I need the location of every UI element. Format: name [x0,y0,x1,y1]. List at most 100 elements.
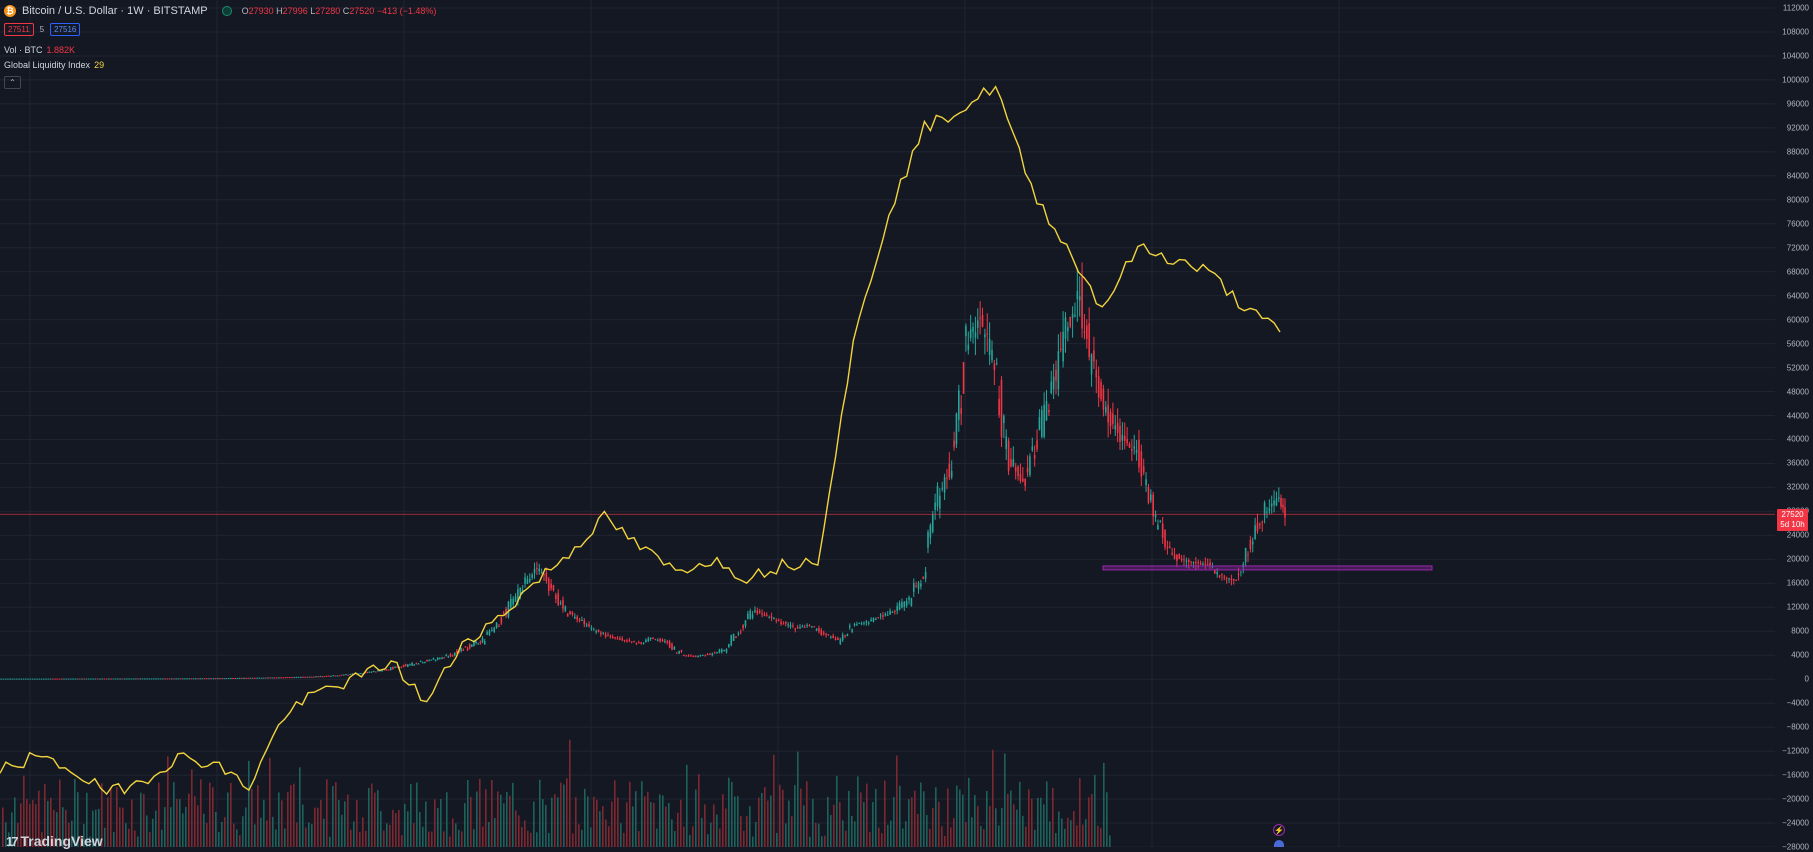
volume-bar [980,826,982,847]
candle-body [1256,523,1259,532]
volume-bar [1097,825,1099,847]
lightning-icon[interactable]: ⚡ [1273,824,1285,836]
market-status-icon[interactable] [221,6,232,16]
candle-body [179,678,182,680]
volume-bar [656,828,658,847]
volume-bar [713,804,715,847]
price-axis-tick-label: 76000 [1786,219,1809,229]
volume-bar [410,784,412,847]
candle-body [1010,459,1012,467]
candle-body [419,661,422,663]
volume-bar [299,767,301,847]
event-flag-icon[interactable] [1274,840,1284,847]
candle-body [619,638,621,640]
volume-bar [236,829,238,847]
candle-body [1052,376,1055,390]
volume-bar [611,801,613,847]
candle-body [417,663,420,665]
candle-body [282,677,285,679]
volume-bar [77,792,79,847]
volume-bar [812,798,814,847]
volume-bar [557,797,559,847]
candle-body [130,678,133,680]
candle-body [201,678,204,680]
candle-body [108,678,110,680]
candle-body [595,631,597,633]
candle-body [1024,479,1026,487]
volume-bar [50,797,52,847]
price-axis-tick-label: 16000 [1786,578,1809,588]
candle-body [372,671,375,673]
volume-bar [83,824,85,847]
price-axis-tick-label: 52000 [1786,363,1809,373]
volume-indicator-legend[interactable]: Vol · BTC 1.882K [4,45,75,55]
price-axis-tick-label: 32000 [1786,482,1809,492]
price-axis-tick-label: 88000 [1786,147,1809,157]
symbol-title[interactable]: Bitcoin / U.S. Dollar · 1W · BITSTAMP [22,5,208,17]
candle-body [995,363,998,365]
candle-body [1005,436,1008,449]
candle-body [559,602,562,604]
candle-body [411,662,413,666]
candle-body [498,626,500,628]
volume-bar [383,830,385,847]
candle-body [112,678,115,680]
tradingview-logo[interactable]: 17 TradingView [6,833,103,849]
candle-body [621,638,624,641]
volume-bar [134,830,136,847]
volume-bar [929,828,931,847]
candle-body [910,598,913,607]
candle-body [1140,451,1143,477]
candle-body [443,657,445,659]
candle-body [519,587,522,595]
candle-body [912,583,915,592]
volume-bar [776,832,778,847]
liquidity-indicator-legend[interactable]: Global Liquidity Index 29 [4,60,104,70]
price-axis-tick-label: 4000 [1791,650,1809,660]
volume-bar [197,805,199,847]
candle-body [1138,439,1140,468]
candle-body [616,638,619,640]
volume-bar [878,827,880,847]
candle-body [83,678,86,680]
candle-body [654,639,657,641]
volume-bar [695,789,697,847]
volume-bar [71,820,73,847]
volume-bar [233,823,235,847]
candle-body [794,628,797,630]
candle-body [275,677,278,679]
buy-button[interactable]: 27516 [50,23,81,36]
candle-body [770,616,773,619]
volume-bar [497,791,499,847]
sell-button[interactable]: 27511 [4,23,34,36]
candle-body [832,635,834,638]
candle-body [366,672,369,674]
candle-body [536,568,538,570]
volume-bar [632,806,634,847]
candle-body [526,578,529,585]
volume-bar [446,792,448,847]
candle-body [825,634,827,636]
candle-body [269,677,272,679]
candle-body [72,678,74,680]
volume-bar [20,803,22,847]
volume-bar [842,820,844,847]
volume-bar [893,797,895,847]
volume-bar [248,760,250,847]
candle-body [967,344,970,350]
candle-body [500,617,503,624]
candle-body [550,583,552,589]
candle-body [882,615,884,617]
candle-body [74,678,77,680]
volume-bar [1046,781,1048,847]
candle-body [1214,570,1216,574]
candle-body [483,641,486,645]
volume-bar [284,828,286,847]
candle-body [1157,524,1159,530]
collapse-legend-button[interactable]: ⌃ [4,76,21,89]
candle-body [834,638,837,641]
volume-bar [296,822,298,847]
candle-body [319,675,322,677]
candle-body [758,611,761,613]
